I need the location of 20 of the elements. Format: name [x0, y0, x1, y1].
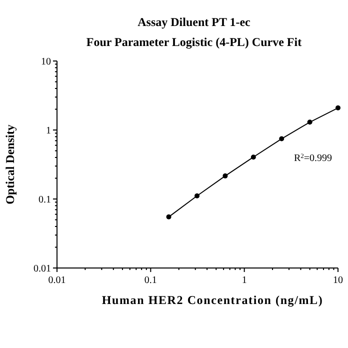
- x-tick-label: 0.01: [48, 275, 66, 286]
- y-axis-title: Optical Density: [3, 124, 17, 204]
- y-tick-label: 0.1: [38, 194, 51, 206]
- chart-subtitle: Four Parameter Logistic (4-PL) Curve Fit: [86, 35, 302, 49]
- point: [166, 214, 172, 220]
- point: [250, 154, 256, 160]
- y-tick-label: 0.01: [34, 264, 51, 274]
- annotation: R$^{2}$=0.999: [294, 152, 332, 164]
- x-tick-label: 1: [242, 275, 247, 286]
- y-tick-label: 1: [46, 126, 51, 136]
- x-tick-label: 0.1: [144, 275, 157, 286]
- point: [336, 105, 340, 110]
- point: [279, 136, 284, 142]
- point: [307, 120, 312, 125]
- point: [222, 173, 228, 178]
- x-axis-title: Human HER2 Concentration (ng/mL): [102, 293, 324, 307]
- x-tick-label: 10: [333, 275, 343, 286]
- point: [194, 193, 200, 198]
- y-tick-label: 10: [41, 56, 51, 68]
- chart-title: Assay Diluent PT 1-ec: [138, 15, 252, 29]
